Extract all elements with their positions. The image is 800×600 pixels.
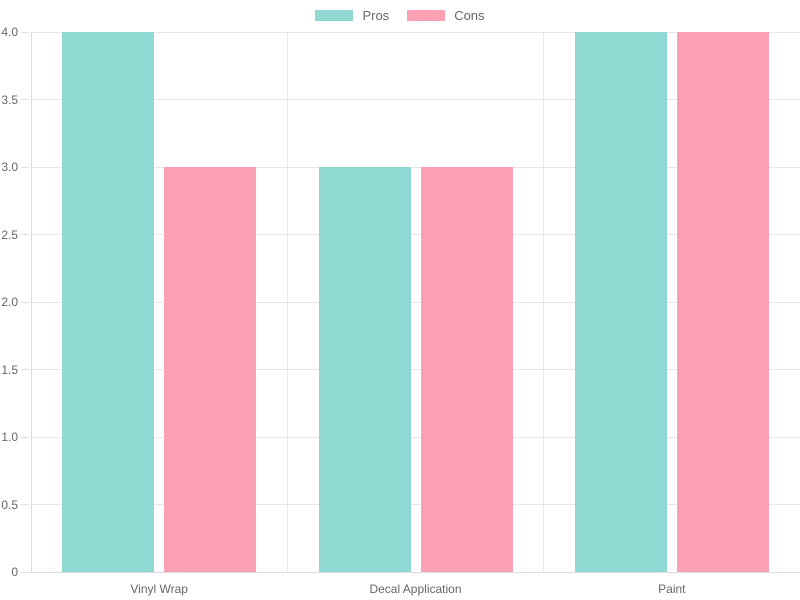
category-separator-gridline — [543, 32, 545, 572]
y-tick-mark — [21, 99, 29, 100]
bar-cons-paint[interactable] — [676, 32, 769, 572]
y-tick-mark — [21, 504, 29, 505]
y-tick-label: 4.0 — [1, 25, 18, 39]
y-tick-mark — [21, 436, 29, 438]
y-axis-line — [31, 32, 32, 572]
bar-cons-vinyl-wrap[interactable] — [164, 167, 257, 572]
bar-pros-paint[interactable] — [574, 32, 667, 572]
legend-item-cons[interactable]: Cons — [407, 8, 485, 23]
legend-swatch-pros — [315, 10, 354, 21]
bar-pros-vinyl-wrap[interactable] — [62, 32, 155, 572]
y-tick-mark — [21, 31, 29, 33]
legend-swatch-cons — [407, 10, 446, 21]
y-tick-label: 3.5 — [1, 92, 18, 107]
bar-pros-decal-application[interactable] — [318, 167, 411, 572]
legend-label: Pros — [362, 8, 390, 23]
legend-label: Cons — [454, 8, 485, 23]
x-category-label: Decal Application — [369, 582, 462, 596]
y-tick-label: 2.5 — [1, 227, 18, 242]
y-tick-label: 3.0 — [1, 160, 18, 174]
category-separator-gridline — [286, 32, 288, 572]
y-tick-mark — [21, 369, 29, 370]
y-tick-label: 0.5 — [1, 497, 18, 512]
legend-item-pros[interactable]: Pros — [315, 9, 389, 22]
y-tick-mark — [21, 301, 29, 303]
bar-cons-decal-application[interactable] — [420, 167, 513, 572]
x-category-label: Vinyl Wrap — [130, 582, 188, 596]
y-tick-mark — [21, 571, 29, 573]
y-tick-mark — [21, 166, 29, 168]
y-tick-label: 0 — [11, 565, 18, 579]
y-tick-label: 1.0 — [1, 430, 18, 444]
x-category-label: Paint — [658, 582, 686, 596]
y-tick-label: 2.0 — [1, 295, 18, 309]
legend: Pros Cons — [0, 9, 800, 22]
y-tick-label: 1.5 — [1, 362, 18, 377]
y-tick-mark — [21, 234, 29, 235]
